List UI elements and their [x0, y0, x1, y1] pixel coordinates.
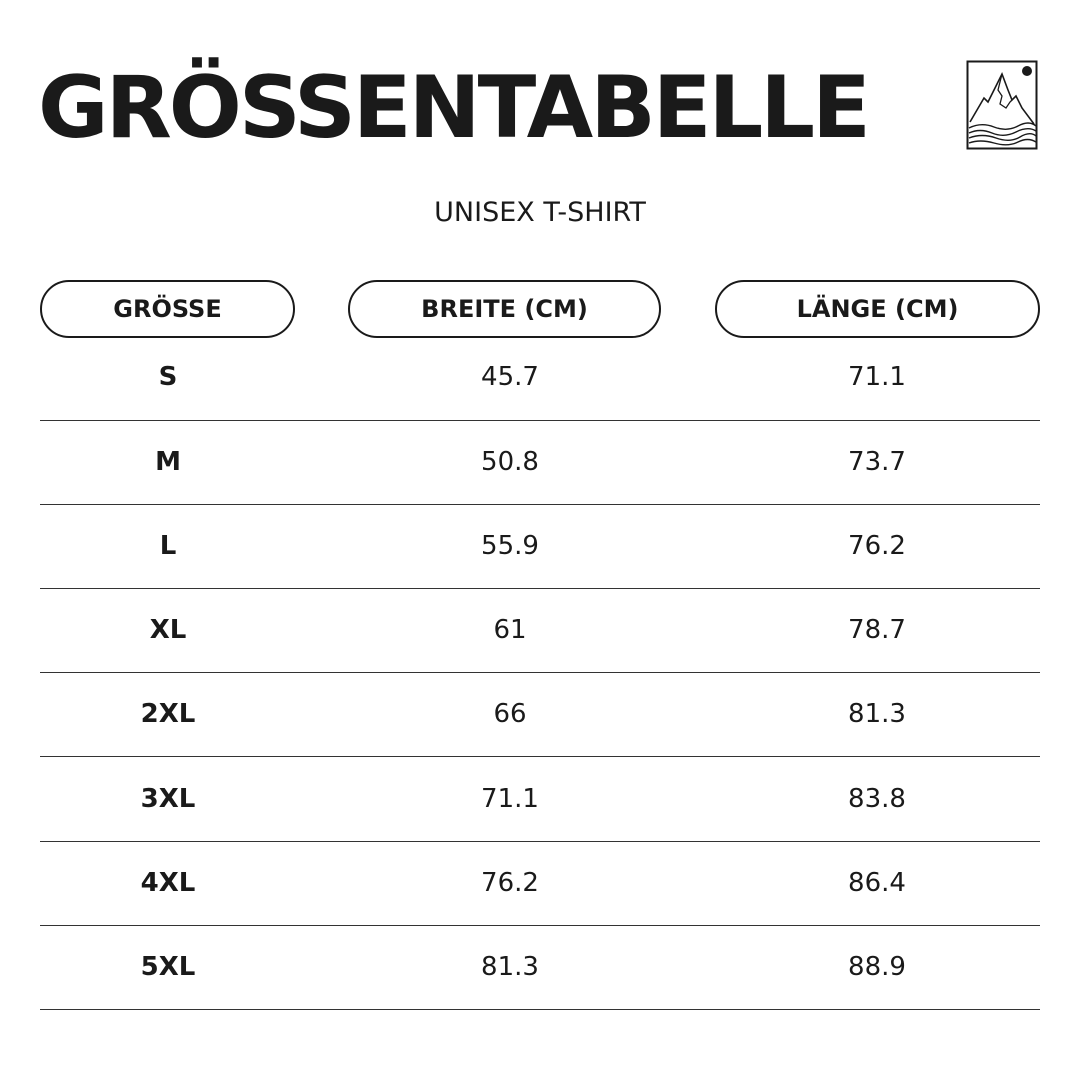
length-cell: 76.2: [848, 531, 906, 561]
length-cell: 71.1: [848, 362, 906, 392]
product-subtitle: UNISEX T-SHIRT: [434, 197, 646, 228]
length-cell: 73.7: [848, 447, 906, 477]
header-length: LÄNGE (CM): [715, 280, 1040, 338]
table-row: M 50.8 73.7: [40, 420, 1040, 505]
page-title: GRÖSSENTABELLE: [38, 58, 871, 158]
size-cell: 5XL: [140, 952, 196, 982]
size-cell: 2XL: [140, 699, 196, 729]
length-cell: 86.4: [848, 868, 906, 898]
size-cell: XL: [149, 615, 187, 645]
header-width: BREITE (CM): [348, 280, 661, 338]
table-row: XL 61 78.7: [40, 588, 1040, 673]
length-cell: 88.9: [848, 952, 906, 982]
width-cell: 61: [493, 615, 527, 645]
mountain-logo-icon: [966, 60, 1038, 150]
table-row: 5XL 81.3 88.9: [40, 925, 1040, 1010]
size-cell: 4XL: [140, 868, 196, 898]
length-cell: 78.7: [848, 615, 906, 645]
width-cell: 55.9: [481, 531, 539, 561]
size-cell: M: [155, 447, 181, 477]
table-row: 4XL 76.2 86.4: [40, 841, 1040, 926]
size-cell: L: [159, 531, 177, 561]
table-row: L 55.9 76.2: [40, 504, 1040, 589]
width-cell: 45.7: [481, 362, 539, 392]
header-size: GRÖSSE: [40, 280, 295, 338]
length-cell: 83.8: [848, 784, 906, 814]
size-cell: S: [158, 362, 178, 392]
width-cell: 76.2: [481, 868, 539, 898]
table-row: 2XL 66 81.3: [40, 672, 1040, 757]
size-cell: 3XL: [140, 784, 196, 814]
width-cell: 81.3: [481, 952, 539, 982]
width-cell: 50.8: [481, 447, 539, 477]
table-row: S 45.7 71.1: [40, 340, 1040, 421]
width-cell: 71.1: [481, 784, 539, 814]
table-row: 3XL 71.1 83.8: [40, 757, 1040, 842]
length-cell: 81.3: [848, 699, 906, 729]
width-cell: 66: [493, 699, 527, 729]
